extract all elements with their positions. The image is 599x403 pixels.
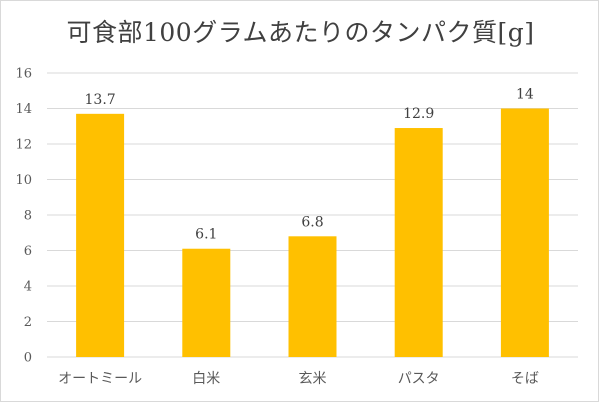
y-tick-label: 8 [24, 209, 32, 224]
data-label: 6.1 [195, 227, 217, 243]
y-tick-label: 16 [15, 67, 32, 82]
y-tick-label: 12 [15, 138, 32, 153]
category-label: オートミール [58, 371, 142, 387]
bar [182, 248, 231, 357]
category-label: 玄米 [299, 370, 327, 387]
y-tick-label: 2 [24, 315, 32, 330]
category-labels: オートミール 白米 玄米 パスタ そば [58, 370, 539, 387]
category-label: 白米 [192, 371, 220, 387]
bar [76, 113, 125, 357]
y-tick-label: 14 [15, 102, 32, 117]
bar [288, 236, 337, 357]
chart-title: 可食部100グラムあたりのタンパク質[g] [66, 18, 535, 47]
y-tick-label: 0 [24, 351, 32, 366]
category-label: そば [511, 371, 539, 387]
y-tick-label: 4 [24, 280, 32, 295]
bar [500, 108, 549, 357]
data-label: 13.7 [85, 92, 116, 108]
data-label: 6.8 [301, 214, 323, 230]
y-tick-label: 6 [24, 244, 32, 259]
bar [394, 128, 443, 357]
category-label: パスタ [398, 371, 440, 387]
y-axis-ticks: 0 2 4 6 8 10 12 14 16 [15, 67, 32, 366]
data-label: 12.9 [403, 106, 434, 122]
data-labels: 13.7 6.1 6.8 12.9 14 [85, 87, 534, 243]
data-label: 14 [516, 87, 534, 103]
y-tick-label: 10 [15, 173, 32, 188]
bars [76, 108, 549, 357]
